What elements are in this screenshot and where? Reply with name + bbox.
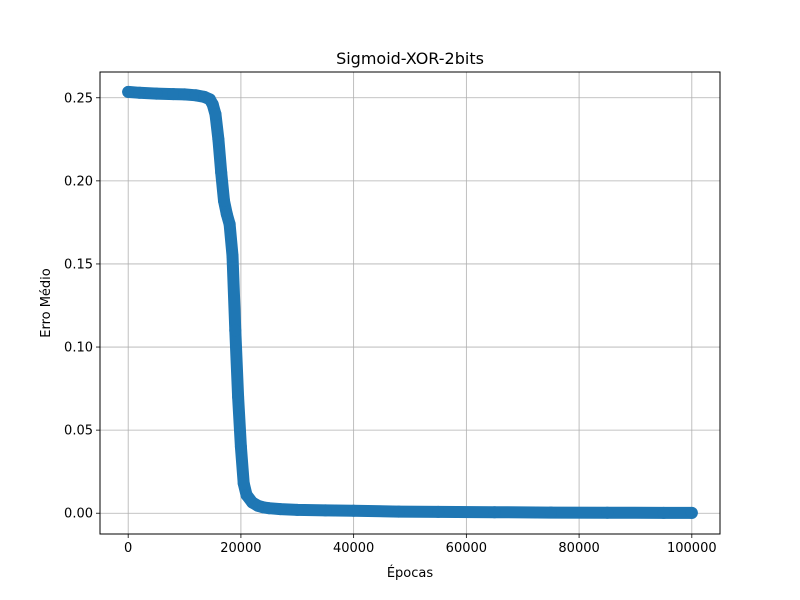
data-point <box>229 324 242 337</box>
tick-layer: 0 20000 40000 60000 80000 100000 0.00 0.05 0.10 0… <box>64 91 717 556</box>
y-tick-label: 0.05 <box>64 424 93 439</box>
data-point <box>150 87 163 100</box>
data-point <box>263 502 276 515</box>
data-point <box>432 505 445 518</box>
data-point <box>237 477 250 490</box>
data-point <box>347 504 360 517</box>
data-point <box>178 88 191 101</box>
data-point <box>215 166 228 179</box>
y-axis-label: Erro Médio <box>39 268 54 338</box>
x-tick-label: 20000 <box>220 541 261 556</box>
data-point <box>218 194 230 207</box>
data-point <box>488 506 501 519</box>
x-axis-label: Épocas <box>387 565 434 581</box>
x-tick-label: 0 <box>124 541 132 556</box>
y-tick-label: 0.00 <box>64 507 93 522</box>
data-point <box>133 86 146 99</box>
data-point <box>226 249 239 262</box>
data-point <box>291 503 304 516</box>
data-point <box>167 88 180 101</box>
data-point <box>223 218 236 231</box>
data-point <box>122 85 135 98</box>
y-tick-label: 0.15 <box>64 257 93 272</box>
data-point <box>392 505 405 518</box>
data-point <box>657 506 670 519</box>
y-tick-label: 0.25 <box>64 91 93 106</box>
data-point <box>601 506 614 519</box>
data-point <box>234 440 247 453</box>
x-tick-label: 40000 <box>333 541 374 556</box>
x-tick-label: 80000 <box>558 541 599 556</box>
plot-frame <box>99 71 721 535</box>
x-tick-label: 60000 <box>446 541 487 556</box>
data-point <box>274 503 287 516</box>
data-point <box>685 506 698 519</box>
data-layer <box>122 85 698 519</box>
chart-title: Sigmoid-XOR-2bits <box>336 49 484 68</box>
data-point <box>206 98 219 111</box>
plot-background <box>100 72 720 534</box>
y-tick-label: 0.10 <box>64 341 93 356</box>
data-point <box>319 504 332 517</box>
data-point <box>220 208 233 221</box>
data-point <box>544 506 557 519</box>
y-tick-label: 0.20 <box>64 174 93 189</box>
x-tick-label: 100000 <box>667 541 717 556</box>
data-point <box>209 108 222 121</box>
data-point <box>232 390 245 403</box>
data-point <box>212 133 225 146</box>
